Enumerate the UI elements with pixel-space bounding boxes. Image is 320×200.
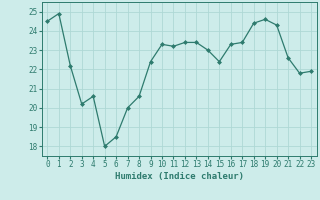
X-axis label: Humidex (Indice chaleur): Humidex (Indice chaleur) <box>115 172 244 181</box>
